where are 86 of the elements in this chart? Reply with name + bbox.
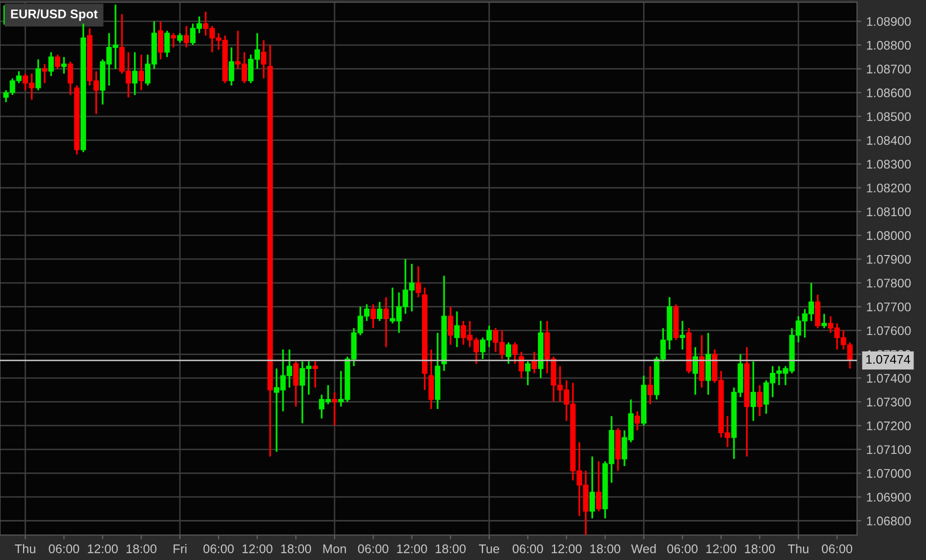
y-tick-label: 1.08000 [866, 231, 911, 240]
x-tick-label: Tue [478, 544, 500, 554]
candlestick [68, 60, 74, 96]
candlestick [260, 39, 266, 80]
x-tick-label: 12:00 [397, 544, 428, 554]
candlestick [448, 306, 454, 346]
y-tick-label: 1.08600 [866, 88, 911, 98]
candlestick [750, 360, 756, 422]
x-tick-label: Thu [788, 544, 808, 554]
candlestick [164, 30, 170, 58]
x-tick-label: 12:00 [706, 544, 736, 554]
candlestick [132, 51, 138, 96]
candlestick [35, 58, 41, 92]
x-tick-label: 06:00 [48, 544, 80, 554]
candlestick [814, 294, 820, 329]
x-tick-label: Mon [323, 544, 346, 554]
y-tick-label: 1.07100 [866, 445, 911, 454]
candlestick [383, 296, 389, 348]
x-tick-label: 06:00 [822, 544, 852, 554]
x-tick-label: 06:00 [667, 544, 698, 554]
y-tick-label: 1.07200 [866, 421, 911, 430]
candlestick [454, 310, 460, 348]
candlestick [518, 351, 524, 379]
y-tick-label: 1.07800 [866, 278, 911, 288]
candlestick [158, 20, 164, 60]
x-tick-label: Wed [631, 544, 656, 554]
candlestick [48, 51, 54, 77]
x-tick-label: 06:00 [512, 544, 543, 554]
x-tick-label: 06:00 [358, 544, 388, 554]
candlestick [699, 334, 704, 388]
y-tick-label: 1.08200 [866, 184, 911, 192]
ref-line-label: 1.07474 [866, 354, 910, 364]
x-tick-label: 12:00 [552, 544, 582, 554]
candlestick [596, 460, 602, 512]
candlestick [756, 384, 762, 417]
y-tick-label: 1.07400 [866, 374, 911, 383]
candlestick [54, 54, 60, 70]
candlestick [312, 360, 318, 388]
candlestick [416, 265, 422, 298]
candlestick [138, 54, 144, 92]
y-tick-label: 1.07900 [866, 254, 911, 264]
candlestick [370, 303, 376, 329]
candlestick [821, 312, 827, 329]
x-tick-label: 18:00 [126, 544, 156, 554]
x-tick-label: 12:00 [242, 544, 272, 554]
y-tick-label: 1.08900 [866, 17, 911, 26]
y-tick-label: 1.08300 [866, 160, 911, 169]
y-tick-label: 1.08500 [866, 112, 911, 122]
x-tick-label: 18:00 [281, 544, 312, 554]
candlestick [512, 342, 518, 365]
candlestick [532, 351, 537, 374]
candlestick [42, 63, 48, 84]
x-tick-label: 18:00 [590, 544, 620, 554]
candlestick [634, 410, 640, 432]
candlestick [332, 391, 338, 426]
y-tick-label: 1.08700 [866, 64, 911, 74]
x-tick-label: 18:00 [745, 544, 775, 554]
candlestick [376, 301, 382, 322]
candlestick [506, 342, 512, 365]
y-tick-label: 1.08800 [866, 40, 911, 50]
x-tick-label: 18:00 [436, 544, 466, 554]
y-tick-label: 1.06800 [866, 516, 911, 526]
candlestick [525, 360, 531, 386]
candlestick [177, 32, 183, 44]
x-tick-label: 06:00 [203, 544, 234, 554]
candlestick [647, 365, 653, 406]
candlestick [428, 348, 434, 410]
y-tick-label: 1.08100 [866, 207, 911, 216]
y-tick-label: 1.07600 [866, 326, 911, 336]
x-tick-label: Thu [14, 544, 36, 554]
y-tick-label: 1.08400 [866, 136, 911, 145]
candlestick [589, 456, 595, 520]
candlestick [293, 360, 299, 408]
candlestick [692, 346, 698, 396]
candlestick [680, 320, 686, 350]
candlestick [170, 32, 176, 48]
candlestick [184, 25, 190, 48]
y-tick-label: 1.07000 [866, 468, 911, 478]
candlestick [61, 56, 67, 74]
y-tick-label: 1.07300 [866, 398, 911, 406]
text: EUR/USD Spot [11, 9, 98, 21]
candlestick [228, 46, 234, 86]
y-tick-label: 1.06900 [866, 492, 911, 502]
y-tick-label: 1.07700 [866, 302, 911, 312]
x-tick-label: 12:00 [88, 544, 118, 554]
x-tick-label: Fri [174, 544, 186, 554]
